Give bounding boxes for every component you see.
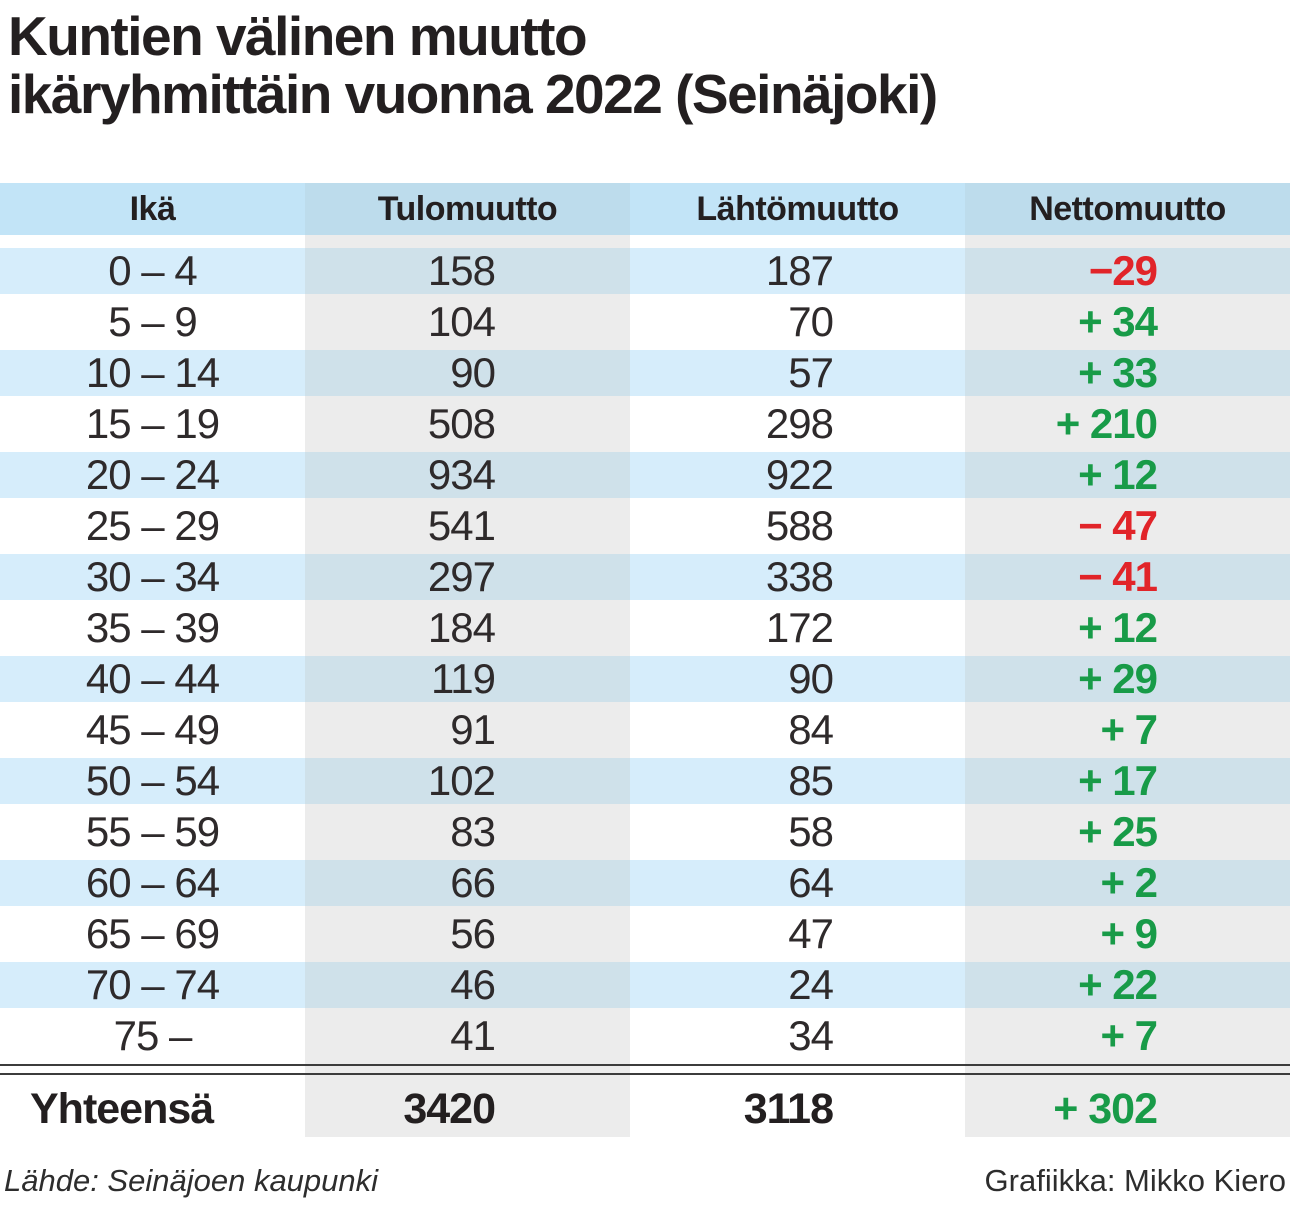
age-label: 65 – 69	[85, 911, 220, 957]
table-row: 20 – 24 934 922 + 12	[0, 452, 1290, 498]
column-header-tulomuutto: Tulomuutto	[305, 183, 630, 235]
age-label: 50 – 54	[0, 758, 305, 804]
age-label: 35 – 39	[85, 605, 220, 651]
migration-table: Ikä Tulomuutto Lähtömuutto Nettomuutto 0…	[0, 183, 1290, 1137]
out-value: 85	[630, 758, 965, 804]
net-value: + 210	[1055, 401, 1158, 447]
out-value: 172	[765, 605, 834, 651]
in-value: 541	[427, 503, 496, 549]
net-value: + 34	[1078, 299, 1158, 345]
age-label: 10 – 14	[0, 350, 305, 396]
net-value: + 12	[965, 452, 1290, 498]
net-value: − 41	[965, 554, 1290, 600]
in-value: 90	[305, 350, 630, 396]
net-value: −29	[965, 248, 1290, 294]
net-value: + 12	[1078, 605, 1158, 651]
total-net-value: + 302	[1053, 1085, 1158, 1133]
net-value: + 29	[965, 656, 1290, 702]
in-value: 297	[305, 554, 630, 600]
in-value: 104	[427, 299, 496, 345]
net-value: + 25	[1078, 809, 1158, 855]
out-value: 588	[765, 503, 834, 549]
in-value: 46	[305, 962, 630, 1008]
out-value: 298	[765, 401, 834, 447]
total-separator-double-rule	[0, 1064, 1290, 1075]
out-value: 70	[788, 299, 834, 345]
in-value: 119	[305, 656, 630, 702]
page-title-line2: ikäryhmittäin vuonna 2022 (Seinäjoki)	[8, 62, 938, 125]
out-value: 338	[630, 554, 965, 600]
table-row: 25 – 29 541 588 − 47	[0, 503, 1290, 549]
total-in-value: 3420	[403, 1085, 496, 1133]
out-value: 922	[630, 452, 965, 498]
age-label: 30 – 34	[0, 554, 305, 600]
table-header-row: Ikä Tulomuutto Lähtömuutto Nettomuutto	[0, 183, 1290, 235]
age-label: 75 –	[113, 1013, 193, 1059]
age-label: 45 – 49	[85, 707, 220, 753]
net-value: + 17	[965, 758, 1290, 804]
in-value: 158	[305, 248, 630, 294]
in-value: 102	[305, 758, 630, 804]
table-row: 45 – 49 91 84 + 7	[0, 707, 1290, 753]
source-credit: Lähde: Seinäjoen kaupunki	[4, 1163, 379, 1198]
out-value: 84	[788, 707, 834, 753]
net-value: + 33	[965, 350, 1290, 396]
table-row: 75 – 41 34 + 7	[0, 1013, 1290, 1059]
out-value: 47	[788, 911, 834, 957]
page-title-line1: Kuntien välinen muutto	[8, 5, 588, 67]
net-value: + 7	[1100, 1013, 1158, 1059]
in-value: 508	[427, 401, 496, 447]
table-row: 5 – 9 104 70 + 34	[0, 299, 1290, 345]
age-label: 55 – 59	[85, 809, 220, 855]
column-header-lahtomuutto: Lähtömuutto	[630, 183, 965, 235]
out-value: 90	[630, 656, 965, 702]
table-row: 0 – 4 158 187 −29	[0, 248, 1290, 294]
table-row: 70 – 74 46 24 + 22	[0, 962, 1290, 1008]
in-value: 41	[450, 1013, 496, 1059]
age-label: 5 – 9	[108, 299, 197, 345]
table-row: 40 – 44 119 90 + 29	[0, 656, 1290, 702]
table-row: 65 – 69 56 47 + 9	[0, 911, 1290, 957]
column-header-ika: Ikä	[0, 183, 305, 235]
table-row: 15 – 19 508 298 + 210	[0, 401, 1290, 447]
total-label: Yhteensä	[30, 1085, 214, 1133]
table-row: 50 – 54 102 85 + 17	[0, 758, 1290, 804]
net-value: − 47	[1078, 503, 1158, 549]
page-title: Kuntien välinen muutto ikäryhmittäin vuon…	[8, 5, 938, 125]
net-value: + 7	[1100, 707, 1158, 753]
table-row: 55 – 59 83 58 + 25	[0, 809, 1290, 855]
out-value: 57	[630, 350, 965, 396]
net-value: + 9	[1100, 911, 1158, 957]
table-total-row: Yhteensä 3420 3118 + 302	[0, 1081, 1290, 1137]
out-value: 58	[788, 809, 834, 855]
in-value: 934	[305, 452, 630, 498]
graphics-credit: Grafiikka: Mikko Kiero	[984, 1163, 1286, 1198]
age-label: 60 – 64	[0, 860, 305, 906]
table-row: 35 – 39 184 172 + 12	[0, 605, 1290, 651]
age-label: 20 – 24	[0, 452, 305, 498]
age-label: 25 – 29	[85, 503, 220, 549]
in-value: 66	[305, 860, 630, 906]
age-label: 0 – 4	[0, 248, 305, 294]
out-value: 187	[630, 248, 965, 294]
table-row: 30 – 34 297 338 − 41	[0, 554, 1290, 600]
in-value: 83	[450, 809, 496, 855]
out-value: 34	[788, 1013, 834, 1059]
in-value: 91	[450, 707, 496, 753]
table-row: 60 – 64 66 64 + 2	[0, 860, 1290, 906]
net-value: + 2	[965, 860, 1290, 906]
age-label: 15 – 19	[85, 401, 220, 447]
in-value: 184	[427, 605, 496, 651]
column-header-nettomuutto: Nettomuutto	[965, 183, 1290, 235]
age-label: 40 – 44	[0, 656, 305, 702]
table-row: 10 – 14 90 57 + 33	[0, 350, 1290, 396]
total-out-value: 3118	[743, 1085, 834, 1133]
net-value: + 22	[965, 962, 1290, 1008]
age-label: 70 – 74	[0, 962, 305, 1008]
out-value: 64	[630, 860, 965, 906]
out-value: 24	[630, 962, 965, 1008]
in-value: 56	[450, 911, 496, 957]
